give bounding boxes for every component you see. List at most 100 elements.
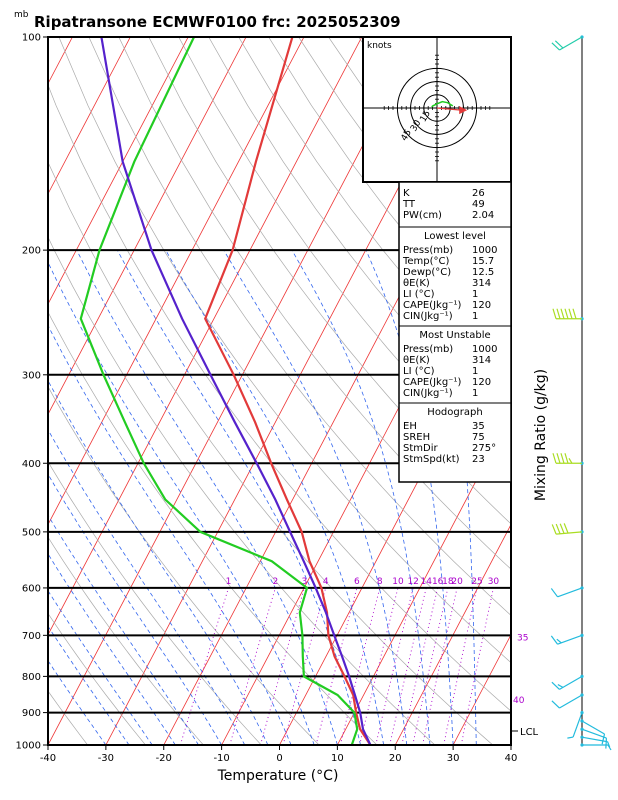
mixing-ratio-label: 16 [432, 577, 444, 587]
moist-adiabat [48, 261, 315, 745]
wind-barb-feather [559, 523, 565, 534]
mixing-ratio-label: 12 [407, 577, 418, 587]
moist-adiabat [291, 249, 431, 745]
most-unstable-value: 1 [472, 388, 478, 399]
lowest-level-heading: Lowest level [424, 231, 486, 242]
hodograph-value: 275° [472, 443, 496, 454]
temperature-tick-label: 20 [389, 753, 402, 764]
lowest-level-key: CIN(Jkg⁻¹) [403, 311, 453, 322]
moist-adiabat [48, 660, 107, 745]
wind-barb-feather [563, 523, 569, 534]
lowest-level-value: 12.5 [472, 267, 494, 278]
wind-barb-shaft [559, 675, 583, 690]
hodograph-heading: Hodograph [427, 407, 482, 418]
pressure-tick-label: 700 [22, 631, 41, 642]
moist-adiabat [48, 625, 130, 745]
pressure-tick-label: 500 [22, 527, 41, 538]
dry-adiabat [58, 37, 511, 664]
mixing-ratio-label: 8 [377, 577, 383, 587]
temperature-tick-label: 0 [276, 753, 282, 764]
most-unstable-value: 120 [472, 377, 491, 388]
dewpoint-profile [79, 37, 359, 745]
hodograph-value: 23 [472, 454, 485, 465]
y-axis-label: Mixing Ratio (g/kg) [533, 369, 549, 501]
x-axis-label: Temperature (°C) [217, 768, 339, 784]
mixing-ratio-label: 18 [442, 577, 454, 587]
isotherm-line [0, 37, 15, 745]
isotherm-line [48, 37, 189, 305]
hodograph-ring-label: 45 [400, 128, 414, 143]
isotherm-line [48, 37, 363, 636]
lowest-level-key: Temp(°C) [402, 256, 450, 267]
most-unstable-key: LI (°C) [403, 366, 435, 377]
index-value: 26 [472, 188, 485, 199]
mixing-ratio-label: 6 [354, 577, 360, 587]
wind-barb-feather [607, 744, 612, 751]
pressure-tick-label: 400 [22, 459, 41, 470]
dry-adiabat [48, 385, 320, 745]
moist-adiabat [48, 514, 199, 745]
wind-barb-shaft [581, 720, 605, 735]
wind-barb-feather [601, 733, 606, 745]
pressure-tick-label: 200 [22, 246, 41, 257]
most-unstable-value: 314 [472, 355, 491, 366]
wind-barb-feather [607, 741, 611, 748]
index-key: K [403, 188, 410, 199]
dry-adiabat [48, 612, 146, 745]
dry-adiabat [148, 37, 511, 525]
dry-adiabat [48, 690, 88, 745]
wind-barb-shaft [559, 36, 583, 51]
most-unstable-key: CAPE(Jkg⁻¹) [403, 377, 461, 388]
lcl-label: LCL [520, 727, 539, 738]
hodograph-key: EH [403, 421, 417, 432]
mixing-ratio-line [389, 587, 427, 745]
lowest-level-key: Press(mb) [403, 245, 453, 256]
hodograph-value: 35 [472, 421, 485, 432]
dry-adiabat [48, 311, 378, 745]
unit-label: mb [14, 10, 29, 20]
theta-label: 40 [513, 696, 525, 706]
mixing-ratio-line [412, 587, 449, 745]
moist-adiabat [48, 590, 153, 745]
lowest-level-value: 1000 [472, 245, 497, 256]
lowest-level-value: 1 [472, 289, 478, 300]
wind-barb-feather [567, 736, 574, 739]
mixing-ratio-label: 30 [488, 577, 500, 587]
storm-motion-arrowhead [459, 106, 468, 115]
isotherm-line [48, 37, 247, 416]
lowest-level-key: Dewp(°C) [403, 267, 451, 278]
most-unstable-value: 1 [472, 366, 478, 377]
index-key: TT [402, 199, 416, 210]
wind-barb-feather [572, 308, 577, 319]
wind-barb-feather [554, 40, 564, 49]
wind-barb-feather [568, 457, 573, 464]
wind-barb-feather [564, 453, 569, 464]
mixing-ratio-label: 20 [451, 577, 463, 587]
profile-lines [79, 37, 372, 745]
wind-barb-feather [605, 738, 608, 749]
pressure-tick-label: 100 [22, 33, 41, 44]
mixing-ratio-label: 14 [420, 577, 432, 587]
wind-barb-feather [564, 308, 569, 319]
temperature-tick-label: -20 [156, 753, 172, 764]
moist-adiabat [48, 473, 222, 745]
mixing-ratio-line [229, 587, 276, 745]
moist-adiabat [116, 249, 361, 745]
mixing-ratio-label: 2 [273, 577, 279, 587]
most-unstable-key: Press(mb) [403, 344, 453, 355]
storm-motion-vector [436, 107, 462, 111]
dry-adiabat [48, 236, 436, 745]
lowest-level-value: 120 [472, 300, 491, 311]
theta-label: 35 [517, 633, 528, 643]
hodograph-key: StmDir [403, 443, 438, 454]
indices-table: K 26 TT 49 PW(cm) 2.04 Lowest level Press(mb) 10… [398, 181, 512, 483]
wind-barb-feather [551, 524, 557, 535]
wind-barb-feather [555, 523, 561, 535]
temperature-tick-label: -40 [40, 753, 56, 764]
most-unstable-heading: Most Unstable [419, 330, 490, 341]
wind-barb-shaft [557, 587, 583, 598]
indices-frame [398, 181, 512, 483]
parcel-profile [100, 37, 372, 745]
